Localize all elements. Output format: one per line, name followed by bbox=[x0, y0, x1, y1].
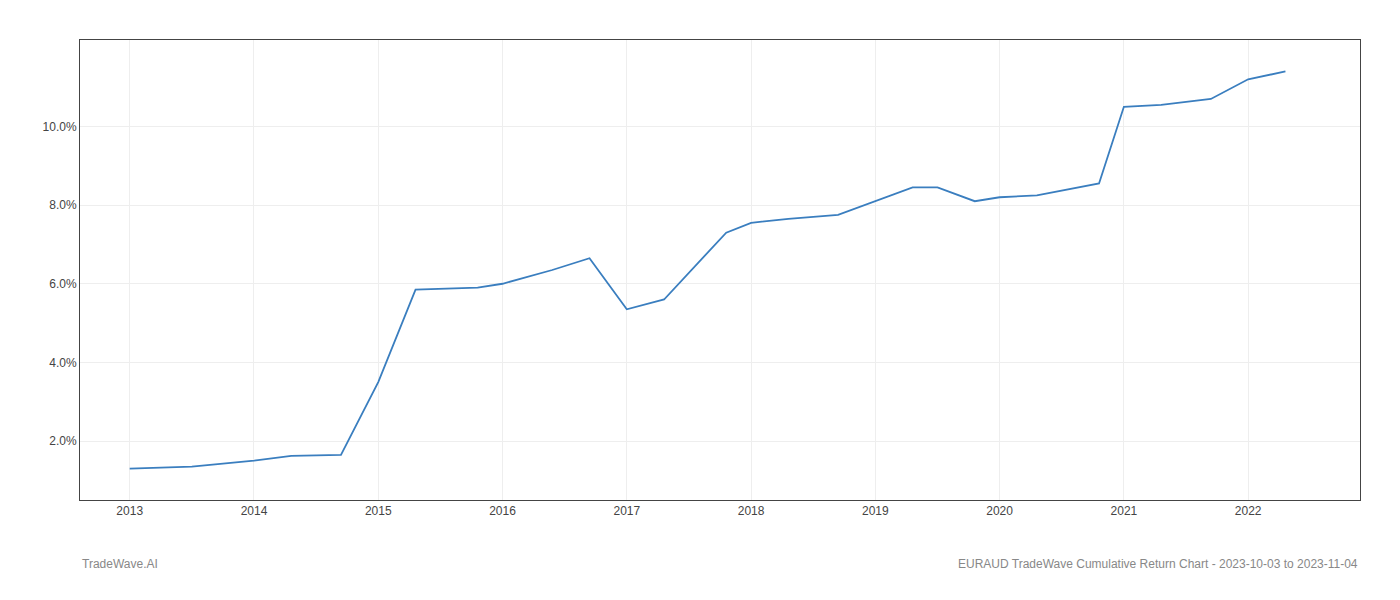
svg-text:2.0%: 2.0% bbox=[49, 434, 77, 448]
svg-text:2018: 2018 bbox=[738, 504, 765, 518]
svg-text:2015: 2015 bbox=[365, 504, 392, 518]
svg-text:4.0%: 4.0% bbox=[49, 356, 77, 370]
svg-text:2020: 2020 bbox=[986, 504, 1013, 518]
svg-text:EURAUD TradeWave Cumulative Re: EURAUD TradeWave Cumulative Return Chart… bbox=[958, 557, 1358, 571]
svg-text:2016: 2016 bbox=[489, 504, 516, 518]
svg-text:2014: 2014 bbox=[241, 504, 268, 518]
svg-text:2017: 2017 bbox=[613, 504, 640, 518]
svg-text:TradeWave.AI: TradeWave.AI bbox=[82, 557, 158, 571]
svg-text:10.0%: 10.0% bbox=[43, 120, 77, 134]
svg-text:2022: 2022 bbox=[1235, 504, 1262, 518]
svg-text:2019: 2019 bbox=[862, 504, 889, 518]
svg-text:2013: 2013 bbox=[116, 504, 143, 518]
svg-text:2021: 2021 bbox=[1111, 504, 1138, 518]
svg-text:8.0%: 8.0% bbox=[49, 198, 77, 212]
svg-text:6.0%: 6.0% bbox=[49, 277, 77, 291]
